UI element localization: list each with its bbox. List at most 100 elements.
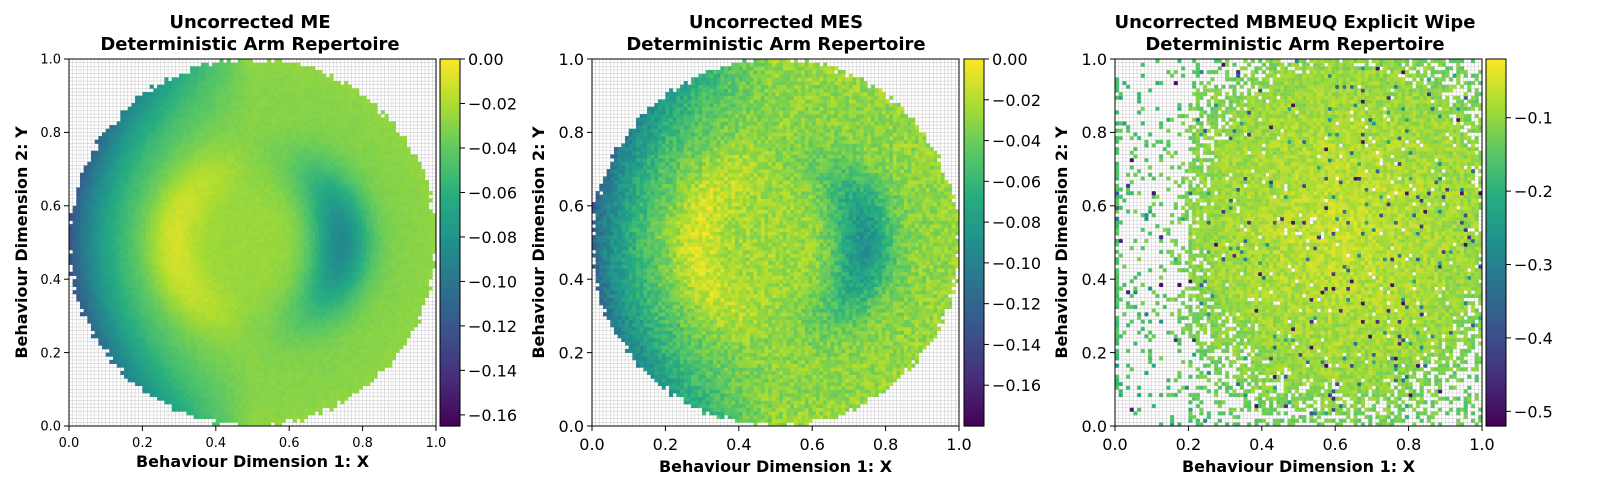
heatmap-cell (230, 349, 234, 353)
heatmap-cell (131, 301, 135, 305)
heatmap-cell (175, 140, 179, 144)
heatmap-cell (124, 217, 128, 221)
heatmap-cell (241, 224, 245, 228)
heatmap-cell (102, 257, 106, 261)
heatmap-cell (186, 382, 190, 386)
heatmap-cell (102, 187, 106, 191)
heatmap-cell (150, 378, 154, 382)
heatmap-cell (150, 202, 154, 206)
heatmap-cell (124, 110, 128, 114)
heatmap-cell (208, 389, 212, 393)
heatmap-cell (238, 353, 242, 357)
heatmap-cell (175, 397, 179, 401)
heatmap-cell (172, 239, 176, 243)
heatmap-cell (205, 154, 209, 158)
heatmap-cell (106, 220, 110, 224)
heatmap-cell (186, 217, 190, 221)
heatmap-cell (142, 334, 146, 338)
heatmap-cell (135, 265, 139, 269)
heatmap-cell (161, 143, 165, 147)
heatmap-cell (245, 66, 249, 70)
heatmap-cell (91, 235, 95, 239)
heatmap-cell (264, 268, 268, 272)
heatmap-cell (131, 371, 135, 375)
heatmap-cell (124, 356, 128, 360)
heatmap-cell (264, 151, 268, 155)
heatmap-cell (267, 265, 271, 269)
heatmap-cell (282, 389, 286, 393)
heatmap-cell (131, 162, 135, 166)
heatmap-cell (179, 382, 183, 386)
heatmap-cell (256, 151, 260, 155)
heatmap-cell (186, 243, 190, 247)
heatmap-cell (146, 323, 150, 327)
heatmap-cell (253, 397, 257, 401)
heatmap-cell (153, 220, 157, 224)
heatmap-cell (264, 371, 268, 375)
heatmap-cell (175, 378, 179, 382)
heatmap-cell (146, 191, 150, 195)
heatmap-cell (117, 356, 121, 360)
heatmap-cell (153, 389, 157, 393)
heatmap-cell (106, 209, 110, 213)
heatmap-cell (128, 320, 132, 324)
heatmap-cell (142, 231, 146, 235)
heatmap-cell (102, 254, 106, 258)
heatmap-cell (120, 209, 124, 213)
heatmap-cell (113, 272, 117, 276)
heatmap-cell (256, 356, 260, 360)
heatmap-cell (117, 290, 121, 294)
heatmap-cell (186, 327, 190, 331)
heatmap-cell (260, 331, 264, 335)
heatmap-cell (117, 312, 121, 316)
heatmap-cell (183, 132, 187, 136)
heatmap-cell (175, 195, 179, 199)
heatmap-cell (73, 254, 77, 258)
heatmap-cell (183, 206, 187, 210)
heatmap-cell (117, 323, 121, 327)
heatmap-cell (197, 323, 201, 327)
heatmap-cell (194, 246, 198, 250)
heatmap-cell (275, 353, 279, 357)
heatmap-cell (175, 404, 179, 408)
heatmap-cell (256, 217, 260, 221)
heatmap-cell (208, 287, 212, 291)
heatmap-cell (73, 228, 77, 232)
heatmap-cell (172, 235, 176, 239)
heatmap-cell (271, 63, 275, 67)
heatmap-cell (117, 173, 121, 177)
heatmap-cell (227, 254, 231, 258)
heatmap-cell (142, 180, 146, 184)
heatmap-cell (179, 312, 183, 316)
heatmap-cell (117, 250, 121, 254)
heatmap-cell (253, 136, 257, 140)
heatmap-cell (146, 290, 150, 294)
heatmap-cell (150, 316, 154, 320)
heatmap-cell (227, 125, 231, 129)
heatmap-cell (264, 382, 268, 386)
heatmap-cell (227, 371, 231, 375)
heatmap-cell (219, 404, 223, 408)
heatmap-cell (208, 386, 212, 390)
heatmap-cell (267, 419, 271, 423)
heatmap-cell (212, 70, 216, 74)
heatmap-cell (212, 309, 216, 313)
heatmap-cell (146, 276, 150, 280)
heatmap-cell (264, 70, 268, 74)
heatmap-cell (230, 88, 234, 92)
heatmap-cell (256, 415, 260, 419)
heatmap-cell (230, 294, 234, 298)
heatmap-cell (124, 198, 128, 202)
heatmap-cell (205, 257, 209, 261)
heatmap-cell (212, 143, 216, 147)
heatmap-cell (164, 195, 168, 199)
heatmap-cell (168, 118, 172, 122)
heatmap-cell (135, 243, 139, 247)
heatmap-cell (186, 187, 190, 191)
heatmap-cell (186, 312, 190, 316)
heatmap-cell (168, 386, 172, 390)
heatmap-cell (150, 283, 154, 287)
heatmap-cell (183, 349, 187, 353)
heatmap-cell (278, 397, 282, 401)
heatmap-cell (197, 389, 201, 393)
